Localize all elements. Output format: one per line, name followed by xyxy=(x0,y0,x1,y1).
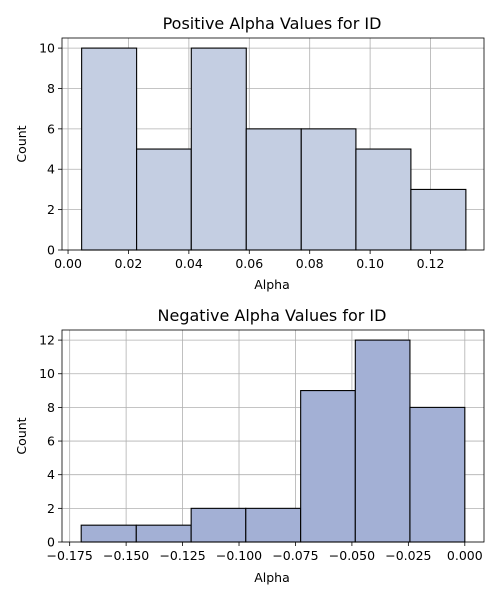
y-axis-label: Count xyxy=(14,417,29,454)
x-tick-label: 0.02 xyxy=(115,256,143,271)
histogram-bar xyxy=(300,390,356,543)
y-tick-label: 4 xyxy=(47,162,55,177)
histogram-bar xyxy=(354,339,411,543)
histogram-bar xyxy=(190,507,247,543)
x-tick-label: 0.10 xyxy=(356,256,384,271)
y-tick-label: 10 xyxy=(39,41,55,56)
x-tick-label: −0.150 xyxy=(103,548,149,563)
plot-frame xyxy=(61,329,485,543)
x-tick-label: 0.00 xyxy=(54,256,82,271)
x-tick-label: −0.050 xyxy=(329,548,375,563)
histogram-bar xyxy=(81,47,138,251)
y-tick-label: 2 xyxy=(47,501,55,516)
histogram-bar xyxy=(410,188,467,251)
y-tick-label: 0 xyxy=(47,243,55,258)
y-tick-label: 6 xyxy=(47,121,55,136)
positive-alpha-chart: Positive Alpha Values for ID Alpha Count… xyxy=(14,14,485,292)
histogram-bar xyxy=(245,128,302,251)
x-tick-label: −0.075 xyxy=(272,548,318,563)
x-tick-label: 0.12 xyxy=(417,256,445,271)
histogram-bar xyxy=(135,524,192,543)
histogram-bar xyxy=(300,128,357,251)
x-tick-label: −0.125 xyxy=(159,548,205,563)
y-tick-label: 2 xyxy=(47,202,55,217)
histogram-bar xyxy=(136,148,192,251)
y-tick-label: 0 xyxy=(47,535,55,550)
x-tick-label: −0.025 xyxy=(385,548,431,563)
x-tick-label: 0.06 xyxy=(235,256,263,271)
y-axis-label: Count xyxy=(14,125,29,162)
chart-title: Negative Alpha Values for ID xyxy=(158,306,387,325)
x-tick-label: −0.175 xyxy=(47,548,93,563)
histogram-bar xyxy=(190,47,247,251)
x-tick-label: 0.000 xyxy=(447,548,483,563)
histogram-bar xyxy=(409,406,466,543)
y-tick-label: 12 xyxy=(39,333,55,348)
y-tick-label: 8 xyxy=(47,400,55,415)
histogram-bar xyxy=(80,524,137,543)
y-tick-label: 8 xyxy=(47,81,55,96)
y-tick-label: 6 xyxy=(47,434,55,449)
y-tick-label: 4 xyxy=(47,467,55,482)
chart-title: Positive Alpha Values for ID xyxy=(163,14,382,33)
negative-alpha-chart: Negative Alpha Values for ID Alpha Count… xyxy=(14,306,485,585)
x-axis-label: Alpha xyxy=(254,277,290,292)
x-tick-label: 0.08 xyxy=(296,256,324,271)
y-tick-label: 10 xyxy=(39,366,55,381)
x-tick-label: 0.04 xyxy=(175,256,203,271)
plot-frame xyxy=(61,37,485,251)
histogram-bar xyxy=(245,507,302,543)
x-tick-label: −0.100 xyxy=(216,548,262,563)
x-axis-label: Alpha xyxy=(254,570,290,585)
histogram-bar xyxy=(355,148,412,251)
